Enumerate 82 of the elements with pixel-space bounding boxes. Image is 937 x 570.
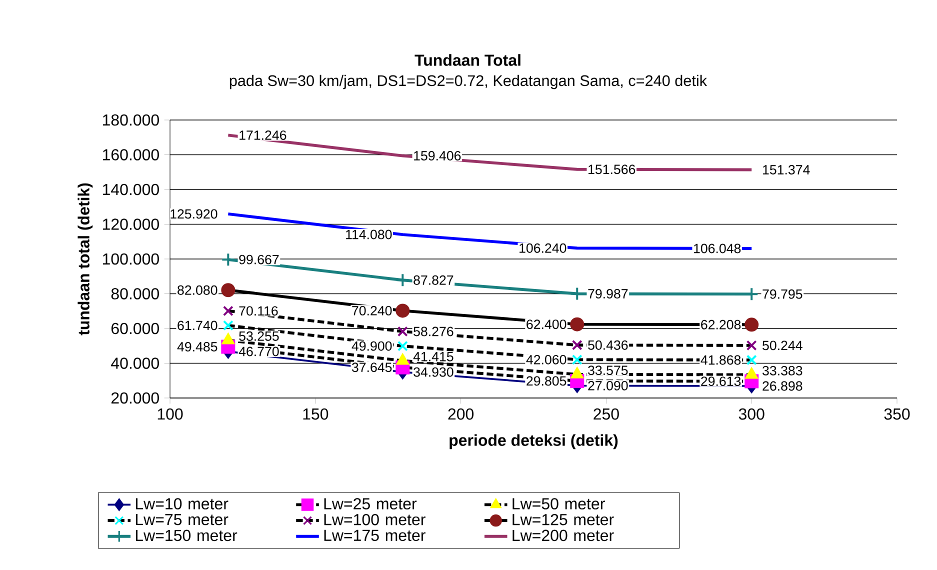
data-label: 29.805: [526, 376, 566, 386]
legend-label: Lw=25 meter: [324, 498, 417, 510]
data-label: 50.436: [588, 340, 628, 350]
data-label: 27.090: [588, 380, 628, 390]
data-label: 125.920: [170, 209, 218, 219]
chart-subtitle: pada Sw=30 km/jam, DS1=DS2=0.72, Kedatangan Sama, c=240 detik: [230, 74, 708, 90]
x-tick-label: 150: [303, 408, 328, 420]
data-label: 79.987: [588, 289, 628, 298]
data-label: 41.868: [700, 355, 741, 365]
point: [222, 306, 234, 316]
y-tick-label: 140.000: [102, 184, 159, 196]
legend-label: Lw=125 meter: [512, 514, 614, 526]
data-label: 171.246: [240, 130, 286, 140]
data-label: 34.930: [414, 367, 454, 377]
y-tick-label: 180.000: [102, 114, 159, 126]
data-label: 151.566: [588, 164, 636, 174]
point: [397, 326, 408, 337]
legend-label: Lw=50 meter: [512, 498, 605, 510]
y-tick-label: 100.000: [102, 253, 159, 265]
data-label: 42.060: [526, 354, 566, 364]
y-tick-label: 160.000: [102, 149, 159, 160]
y-tick-label: 80.000: [111, 288, 159, 300]
y-tick-label: 20.000: [111, 392, 159, 404]
data-label: 70.240: [352, 306, 392, 316]
data-label: 49.900: [352, 341, 392, 351]
data-label: 70.116: [239, 306, 278, 316]
data-label: 49.485: [177, 342, 218, 352]
legend-label: Lw=200 meter: [512, 530, 614, 542]
data-label: 33.383: [762, 366, 802, 376]
data-label: 26.898: [762, 381, 802, 391]
data-label: 79.795: [762, 289, 802, 299]
data-label: 99.667: [239, 254, 279, 264]
legend-label: Lw=75 meter: [136, 514, 228, 526]
x-tick-label: 100: [158, 408, 183, 420]
legend-label: Lw=150 meter: [136, 530, 238, 542]
point: [221, 283, 236, 298]
legend-label: Lw=100 meter: [324, 514, 426, 526]
data-label: 33.575: [588, 366, 628, 376]
data-label: 62.208: [701, 320, 741, 330]
data-label: 62.400: [526, 320, 566, 330]
data-label: 46.770: [238, 346, 279, 356]
point: [396, 273, 410, 288]
data-label: 41.415: [413, 352, 454, 362]
data-label: 106.048: [694, 244, 741, 254]
point: [572, 354, 582, 365]
point: [570, 367, 584, 378]
data-label: 53.255: [239, 331, 279, 341]
data-label: 106.240: [520, 243, 566, 253]
point: [745, 368, 758, 379]
point: [746, 340, 757, 351]
point: [396, 354, 409, 365]
data-label: 58.276: [414, 326, 454, 336]
point: [744, 318, 759, 332]
y-tick-label: 120.000: [102, 218, 159, 230]
data-label: 114.080: [346, 230, 392, 240]
point: [396, 304, 410, 318]
data-label: 82.080: [178, 285, 218, 295]
point: [222, 320, 234, 331]
point: [570, 317, 584, 332]
point: [397, 340, 408, 352]
point: [746, 354, 757, 366]
y-tick-label: 60.000: [111, 322, 159, 334]
point: [221, 252, 236, 267]
x-tick-label: 350: [884, 408, 910, 420]
data-label: 87.827: [414, 275, 454, 285]
data-label: 61.740: [178, 320, 218, 330]
x-tick-label: 300: [738, 408, 764, 420]
data-label: 37.645: [352, 362, 392, 372]
x-tick-label: 200: [448, 408, 474, 420]
data-label: 50.244: [762, 340, 802, 350]
chart-title: Tundaan Total: [414, 54, 520, 66]
data-label: 159.406: [414, 151, 461, 160]
data-label: 29.613: [701, 376, 741, 386]
x-axis-title: periode deteksi (detik): [450, 434, 618, 450]
y-tick-label: 40.000: [111, 358, 159, 369]
x-tick-label: 250: [594, 408, 619, 420]
y-axis-title: tundaan total (detik): [78, 183, 93, 336]
legend-label: Lw=10 meter: [136, 498, 228, 510]
data-label: 151.374: [763, 165, 810, 174]
point: [222, 333, 234, 344]
point: [572, 340, 582, 350]
legend-label: Lw=175 meter: [324, 530, 426, 542]
